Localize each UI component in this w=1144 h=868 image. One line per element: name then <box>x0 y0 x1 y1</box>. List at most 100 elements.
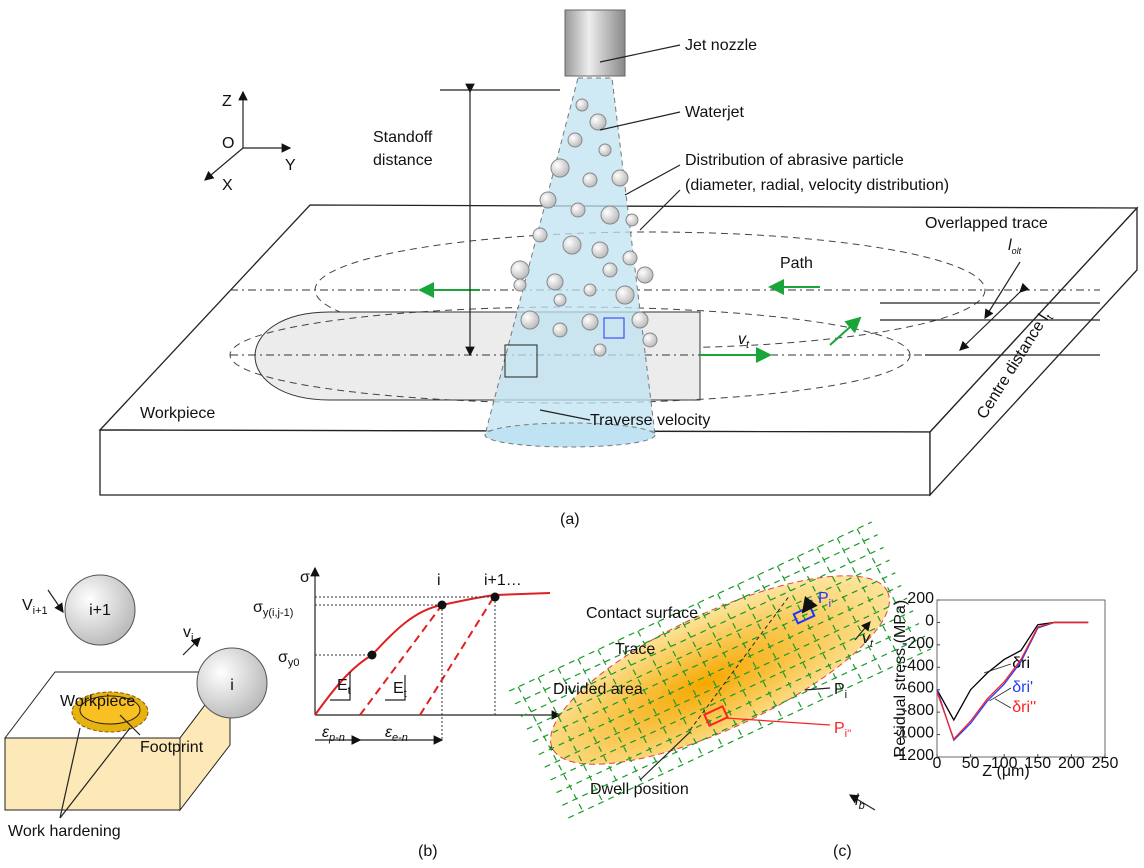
et-sub: t <box>404 688 407 700</box>
particle <box>554 294 566 306</box>
legend-label: δri' <box>1012 679 1033 696</box>
particle <box>551 159 569 177</box>
eps-p-label: εp-n <box>322 724 345 744</box>
page: Z O Y X Jet nozzle Waterjet Distribution… <box>0 0 1144 868</box>
divided-area-label: Divided area <box>553 681 643 698</box>
x-tick-label: 200 <box>1058 755 1085 772</box>
distribution-label: Distribution of abrasive particle <box>685 152 904 169</box>
particle <box>582 314 598 330</box>
sigma-sub: y(i,j-1) <box>263 607 294 619</box>
sigma-y-label: σy(i,j-1) <box>253 599 293 619</box>
divided-grid <box>509 522 931 818</box>
workpiece-label: Workpiece <box>60 693 135 710</box>
particle <box>568 133 582 147</box>
x-tick-label: 0 <box>933 755 942 772</box>
footprint-label: Footprint <box>140 739 204 756</box>
workpiece-label: Workpiece <box>140 405 215 422</box>
legend-leader <box>989 688 1011 701</box>
sigma: σ <box>278 649 288 666</box>
particle <box>590 114 606 130</box>
vt-sub: t <box>870 638 874 650</box>
dwell-position-label: Dwell position <box>590 781 689 798</box>
particle <box>626 214 638 226</box>
particle <box>603 263 617 277</box>
particle <box>592 242 608 258</box>
path-label: Path <box>780 255 813 272</box>
particle <box>553 323 567 337</box>
figure: Z O Y X Jet nozzle Waterjet Distribution… <box>0 0 1144 868</box>
particle <box>521 311 539 329</box>
lb-label: lb <box>855 792 865 812</box>
et: E <box>337 677 348 694</box>
p: P <box>834 720 845 737</box>
eps-sub: e-n <box>392 732 408 744</box>
jet-nozzle-label: Jet nozzle <box>685 37 757 54</box>
lb-sub: b <box>859 800 865 812</box>
panel-label: (a) <box>560 511 580 528</box>
legend-label: δri'' <box>1012 699 1036 716</box>
overlapped-trace-label: Overlapped trace <box>925 215 1048 232</box>
particle <box>514 279 526 291</box>
particle <box>571 203 585 217</box>
work-hardening-label: Work hardening <box>8 823 121 840</box>
unload-line <box>420 595 495 715</box>
contact-surface-label: Contact surface <box>586 605 698 622</box>
axis-z: Z <box>222 93 232 110</box>
p-label: Pi <box>834 681 847 701</box>
standoff-label: Standoff <box>373 129 433 146</box>
y-axis-label: Residual stress (MPa) <box>892 600 909 757</box>
y-tick-label: 200 <box>907 590 934 607</box>
v-sub: i <box>191 632 193 644</box>
particle <box>632 312 648 328</box>
leader <box>625 165 680 195</box>
x-axis <box>205 148 243 180</box>
point <box>491 593 500 602</box>
p-sub: i'' <box>845 728 852 740</box>
v-label: vi <box>183 624 193 644</box>
waterjet-label: Waterjet <box>685 104 745 121</box>
particle <box>533 228 547 242</box>
et-sub: t <box>348 685 351 697</box>
panel-b: i+1 i Vi+1 vi Workpiece Footprint Work h… <box>5 568 560 860</box>
velocity-arrow <box>48 590 63 612</box>
panel-a: Z O Y X Jet nozzle Waterjet Distribution… <box>100 10 1137 528</box>
particle <box>612 170 628 186</box>
axis-x: X <box>222 177 233 194</box>
particle <box>563 236 581 254</box>
trace-label: Trace <box>615 641 655 658</box>
particle <box>511 261 529 279</box>
panel-c: Contact surface Pi' vt Trace Pi Divided … <box>509 522 1118 860</box>
axis-y: Y <box>285 157 296 174</box>
particle <box>584 284 596 296</box>
et: E <box>393 680 404 697</box>
axis-o: O <box>222 135 234 152</box>
sigma-sub: y0 <box>288 657 300 669</box>
particle <box>599 144 611 156</box>
eps-sub: p-n <box>328 732 345 744</box>
sigma-label: σ <box>300 569 310 586</box>
particle <box>576 99 588 111</box>
particle <box>547 274 563 290</box>
x-tick-label: 50 <box>962 755 980 772</box>
p: P <box>834 681 845 698</box>
v-sub: i+1 <box>33 605 48 617</box>
panel-label: (c) <box>833 843 852 860</box>
particle <box>643 333 657 347</box>
lolt-sub: olt <box>1012 246 1022 256</box>
v-label: Vi+1 <box>22 597 48 617</box>
particle <box>594 344 606 356</box>
legend-leader <box>995 699 1011 708</box>
particle <box>540 192 556 208</box>
p-sub: i <box>845 689 847 701</box>
particle <box>637 267 653 283</box>
point <box>368 651 377 660</box>
standoff-label: distance <box>373 152 433 169</box>
leader <box>805 688 830 690</box>
point-label: i <box>437 572 441 589</box>
traverse-velocity-label: Traverse velocity <box>590 412 710 429</box>
particle <box>583 173 597 187</box>
p-sub: i' <box>829 598 834 610</box>
sigma: σ <box>253 599 263 616</box>
p: P <box>818 590 829 607</box>
